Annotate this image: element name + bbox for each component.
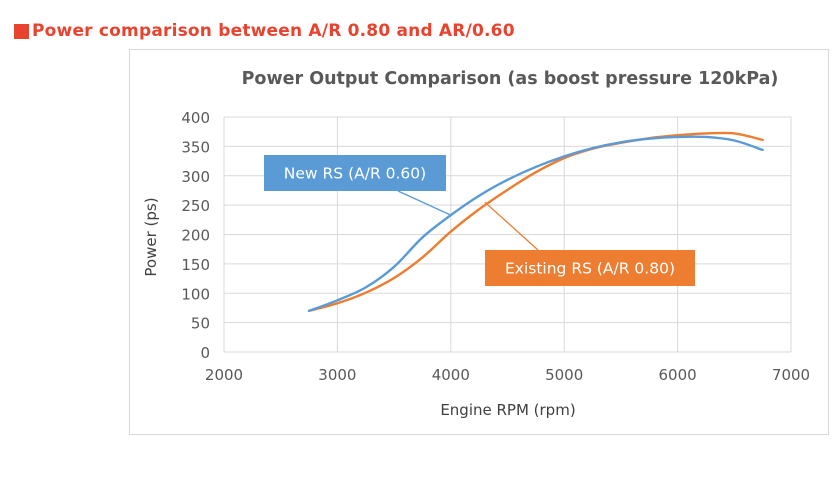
callout-new-rs: New RS (A/R 0.60) [264,155,452,216]
series-lines [307,131,764,313]
y-tick-label-300: 300 [181,168,210,186]
y-tick-label-0: 0 [200,344,210,362]
callout-existing-rs: Existing RS (A/R 0.80) [484,201,695,286]
y-tick-label-400: 400 [181,109,210,127]
power-chart: Power Output Comparison (as boost pressu… [142,69,810,419]
x-tick-label-4000: 4000 [432,366,470,384]
callout-leader-line [484,201,539,251]
annotations: New RS (A/R 0.60) Existing RS (A/R 0.80) [264,155,695,286]
callout-label: New RS (A/R 0.60) [284,165,426,183]
y-tick-label-50: 50 [191,315,210,333]
x-tick-label-7000: 7000 [772,366,810,384]
x-axis-label: Engine RPM (rpm) [440,401,575,419]
heading-marker-icon [14,23,29,39]
heading-text: Power comparison between A/R 0.80 and AR… [32,21,515,41]
y-tick-label-200: 200 [181,227,210,245]
x-tick-label-2000: 2000 [205,366,243,384]
x-tick-label-6000: 6000 [659,366,697,384]
chart-container: Power Output Comparison (as boost pressu… [129,49,829,435]
y-axis-label: Power (ps) [142,197,160,276]
y-tick-label-100: 100 [181,285,210,303]
series-line-new-rs [307,135,764,313]
x-tick-label-3000: 3000 [318,366,356,384]
callout-box [485,250,695,286]
y-tick-label-150: 150 [181,256,210,274]
chart-title: Power Output Comparison (as boost pressu… [242,69,779,89]
callout-label: Existing RS (A/R 0.80) [505,260,675,278]
gridlines [224,116,792,352]
y-tick-label-250: 250 [181,197,210,215]
axes: 0 50 100 150 200 250 300 350 400 2000 3000 4000 5000… [181,109,810,384]
callout-leader-line [397,190,452,216]
section-heading: Power comparison between A/R 0.80 and AR… [14,19,515,43]
callout-box [264,155,446,191]
x-tick-label-5000: 5000 [545,366,583,384]
series-line-existing-rs [307,131,764,313]
y-tick-label-350: 350 [181,138,210,156]
